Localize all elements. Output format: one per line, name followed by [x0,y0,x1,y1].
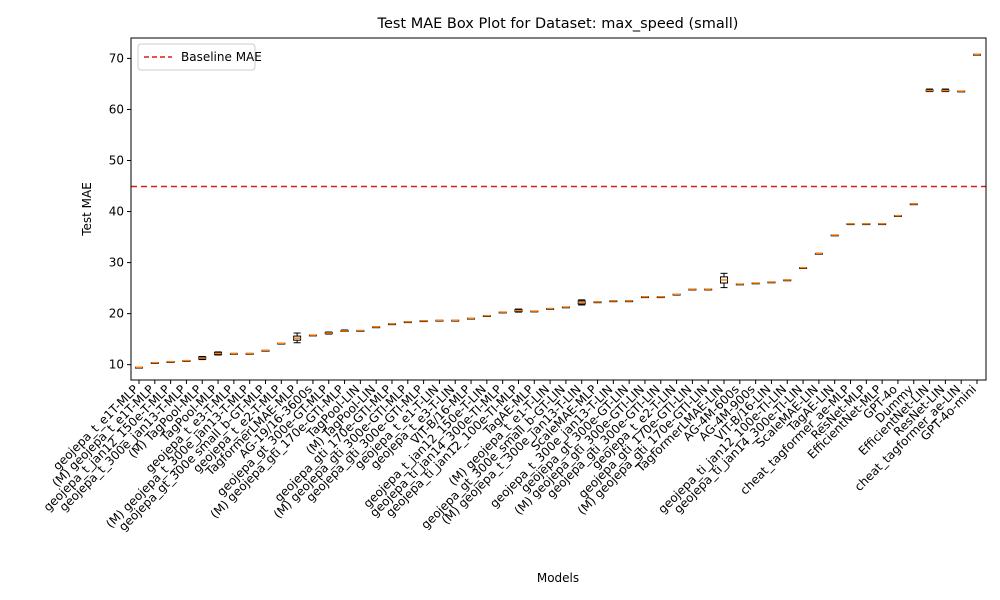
box-50 [925,88,934,93]
box-48 [893,214,902,217]
box-19 [435,319,444,322]
box-4 [198,356,207,361]
x-axis-label: Models [537,571,579,585]
box-8 [261,349,270,352]
box-53 [973,53,981,56]
box-33 [656,296,665,299]
box-51 [941,88,950,93]
box-35 [688,288,697,291]
y-axis-label: Test MAE [80,182,94,237]
plot-frame [130,37,987,381]
box-27 [561,306,570,309]
box-43 [814,252,823,255]
box-22 [482,314,491,317]
boxes-layer [135,53,981,369]
box-18 [419,320,428,323]
box-39 [751,282,760,285]
y-tick-label: 40 [109,205,124,219]
box-52 [957,90,966,93]
box-41 [783,279,792,282]
box-3 [182,359,191,362]
box-24 [514,308,523,313]
box-38 [735,283,744,286]
y-tick-label: 50 [109,154,124,168]
box-10 [293,332,302,344]
box-9 [277,342,286,345]
box-16 [387,323,396,326]
box-0 [135,366,143,369]
chart-title: Test MAE Box Plot for Dataset: max_speed… [377,16,739,32]
box-20 [451,319,460,322]
legend: Baseline MAE [137,43,262,71]
legend-baseline-label: Baseline MAE [181,50,262,64]
box-40 [767,281,776,284]
y-tick-label: 70 [109,51,124,65]
y-tick-label: 20 [109,307,124,321]
legend-box [137,43,256,71]
box-2 [166,360,175,363]
box-28 [577,299,586,306]
box-17 [403,321,412,324]
box-5 [214,351,223,356]
box-31 [625,300,634,303]
box-30 [609,300,618,303]
box-15 [372,326,381,329]
box-44 [830,234,839,237]
box-21 [467,317,476,320]
box-11 [308,334,317,337]
box-23 [498,311,507,314]
box-13 [340,329,349,333]
box-49 [909,203,918,206]
box-29 [593,301,602,304]
box-36 [704,288,713,291]
y-tick-label: 10 [109,358,124,372]
box-6 [229,352,238,355]
y-tick-label: 60 [109,102,124,116]
y-tick-label: 30 [109,256,124,270]
box-25 [530,310,539,313]
box-34 [672,293,681,296]
box-42 [799,266,808,270]
box-45 [846,223,855,226]
box-1 [150,361,159,364]
box-7 [245,352,254,355]
y-axis-ticks: 10 20 30 40 50 60 70 [109,51,131,372]
box-12 [324,331,333,335]
box-46 [862,223,871,226]
box-37 [720,272,729,289]
box-47 [878,223,887,226]
box-26 [546,307,555,310]
box-32 [640,296,649,299]
box-14 [356,329,365,332]
